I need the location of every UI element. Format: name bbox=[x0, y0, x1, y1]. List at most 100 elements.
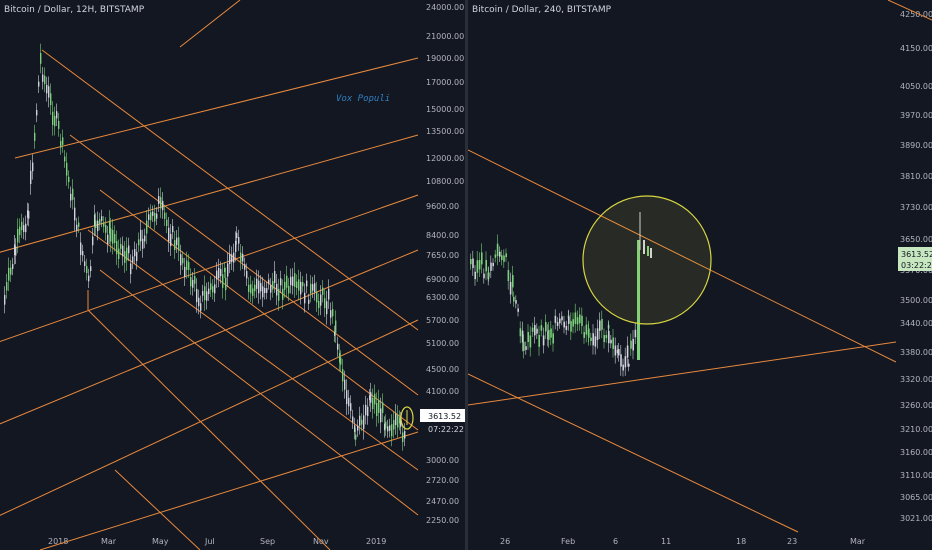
candle-body bbox=[92, 236, 94, 246]
y-tick-label: 3021.00 bbox=[900, 514, 932, 523]
fib-channel-line bbox=[0, 134, 419, 253]
candle-body bbox=[202, 291, 204, 296]
candle-body bbox=[46, 84, 48, 94]
candle-body bbox=[42, 74, 44, 82]
candle-body bbox=[540, 325, 543, 331]
candle-body bbox=[550, 328, 552, 338]
candle-body bbox=[590, 337, 592, 341]
chart-panel-240[interactable]: 4250.00 4150.00 4050.00 3970.00 3890.00 3810.… bbox=[468, 0, 932, 550]
candle-body bbox=[626, 345, 629, 358]
candle-body bbox=[235, 240, 237, 252]
candle-body bbox=[248, 284, 250, 292]
candle-body bbox=[218, 267, 220, 279]
candle-body bbox=[146, 220, 148, 234]
candle-body bbox=[68, 176, 70, 183]
candle-body bbox=[574, 312, 577, 324]
candle-body bbox=[290, 276, 292, 286]
candle-body bbox=[101, 216, 103, 221]
panel-divider[interactable] bbox=[465, 0, 468, 550]
candle-body bbox=[517, 308, 519, 312]
y-tick-label: 3160.00 bbox=[900, 448, 932, 457]
highlight-circle bbox=[400, 406, 414, 430]
candle-body bbox=[27, 210, 29, 218]
candle-body bbox=[322, 287, 324, 295]
x-tick-label: Jul bbox=[204, 537, 215, 546]
y-tick-label: 3890.00 bbox=[900, 141, 932, 150]
candle-body bbox=[292, 276, 294, 286]
candle-body bbox=[581, 315, 583, 326]
candle-body bbox=[314, 283, 316, 293]
candle-body bbox=[252, 288, 254, 296]
candle-body bbox=[363, 415, 365, 429]
x-tick-label: 11 bbox=[661, 537, 671, 546]
candle-body bbox=[554, 315, 557, 323]
candle-body bbox=[107, 234, 109, 244]
candle-body bbox=[66, 162, 68, 176]
candle-body bbox=[184, 266, 186, 277]
y-tick-label: 7650.00 bbox=[426, 251, 459, 260]
candle-body bbox=[272, 281, 274, 290]
x-tick-label: Feb bbox=[561, 537, 575, 546]
candle-body bbox=[142, 238, 144, 249]
candle-body bbox=[376, 403, 378, 417]
candle-body bbox=[220, 269, 222, 277]
candle-body bbox=[144, 235, 146, 242]
candle-body bbox=[400, 419, 402, 427]
candle-body bbox=[378, 400, 380, 413]
candle-body bbox=[194, 276, 196, 284]
candle-body bbox=[601, 318, 603, 330]
candle-body bbox=[308, 299, 310, 304]
y-tick-label: 3810.00 bbox=[900, 172, 932, 181]
candle-body bbox=[326, 301, 328, 315]
candle-body bbox=[472, 258, 474, 269]
chart-12h-svg[interactable]: 24000.00 21000.00 19000.00 17000.00 15000.00… bbox=[0, 0, 466, 550]
candle-body bbox=[176, 237, 178, 246]
candle-body bbox=[542, 335, 545, 346]
pitchfork-line bbox=[99, 189, 419, 431]
candle-body bbox=[610, 339, 612, 344]
candle-body bbox=[17, 229, 19, 243]
candle-body bbox=[306, 280, 308, 287]
candle-body bbox=[70, 193, 72, 201]
trend-line bbox=[468, 373, 799, 533]
candle-body bbox=[632, 338, 634, 351]
candle-body bbox=[4, 295, 6, 305]
candle-body bbox=[15, 246, 17, 256]
candle-body bbox=[28, 211, 30, 219]
candle-body bbox=[496, 243, 499, 257]
candle-body bbox=[513, 296, 515, 302]
x-tick-label: 23 bbox=[787, 537, 797, 546]
candle-body bbox=[302, 282, 304, 287]
candle-body bbox=[233, 252, 235, 263]
candle-body bbox=[478, 260, 481, 270]
candle-body bbox=[204, 286, 206, 301]
candle-body bbox=[531, 327, 534, 332]
candle-body bbox=[210, 283, 212, 290]
candle-body bbox=[262, 286, 264, 298]
candle-body bbox=[328, 288, 330, 300]
trend-line bbox=[468, 149, 897, 363]
candle-body bbox=[344, 379, 346, 390]
chart-panel-12h[interactable]: 24000.00 21000.00 19000.00 17000.00 15000.00… bbox=[0, 0, 466, 550]
candle-body bbox=[150, 212, 152, 221]
candle-body bbox=[624, 356, 627, 368]
y-tick-label: 3320.00 bbox=[900, 375, 932, 384]
candle-body bbox=[40, 53, 42, 64]
chart-240-svg[interactable]: 4250.00 4150.00 4050.00 3970.00 3890.00 3810.… bbox=[468, 0, 932, 550]
x-tick-label: Mar bbox=[101, 537, 117, 546]
candle-body bbox=[505, 253, 507, 258]
x-tick-label: Mar bbox=[850, 537, 866, 546]
plot-area bbox=[0, 0, 418, 532]
candle-body bbox=[563, 321, 565, 328]
candle-body bbox=[200, 303, 202, 311]
candle-body bbox=[160, 197, 162, 209]
candle-body bbox=[44, 75, 46, 85]
candle-body bbox=[52, 111, 54, 126]
candle-body bbox=[236, 232, 238, 239]
pitchfork-line bbox=[87, 229, 419, 471]
candle-body bbox=[278, 288, 280, 301]
candle-body bbox=[545, 322, 547, 332]
candle-body bbox=[126, 247, 128, 261]
candle-body bbox=[288, 285, 290, 294]
candle-body bbox=[534, 325, 536, 336]
